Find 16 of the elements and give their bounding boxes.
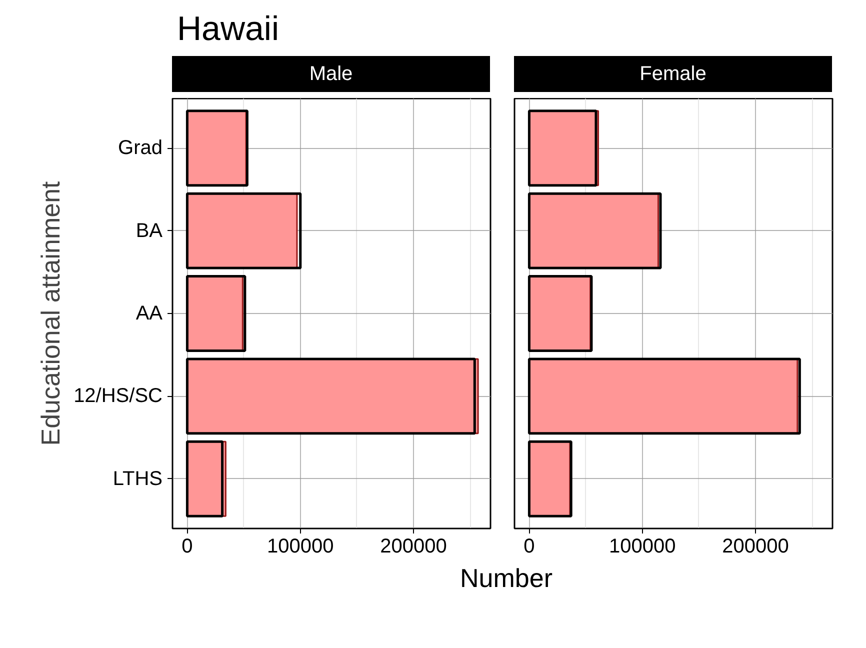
y-tick-label: 12/HS/SC <box>74 385 163 408</box>
chart-subtitle: Female <box>640 62 706 87</box>
x-tick-label: 200000 <box>380 536 447 558</box>
x-tick-label: 0 <box>524 536 535 558</box>
y-tick-label: Grad <box>118 137 163 160</box>
x-axis-title: Number <box>460 562 552 595</box>
x-tick-label: 0 <box>182 536 193 558</box>
y-tick-label: BA <box>136 220 164 242</box>
y-tick-label: AA <box>136 302 164 324</box>
x-tick-label: 100000 <box>267 536 334 558</box>
y-tick-label: LTHS <box>112 468 162 490</box>
x-tick-label: 200000 <box>722 536 789 558</box>
chart-title: Hawaii <box>177 9 280 50</box>
chart-subtitle: Male <box>309 62 353 87</box>
y-axis-title: Educational attainment <box>36 180 66 446</box>
x-tick-label: 100000 <box>609 536 676 558</box>
